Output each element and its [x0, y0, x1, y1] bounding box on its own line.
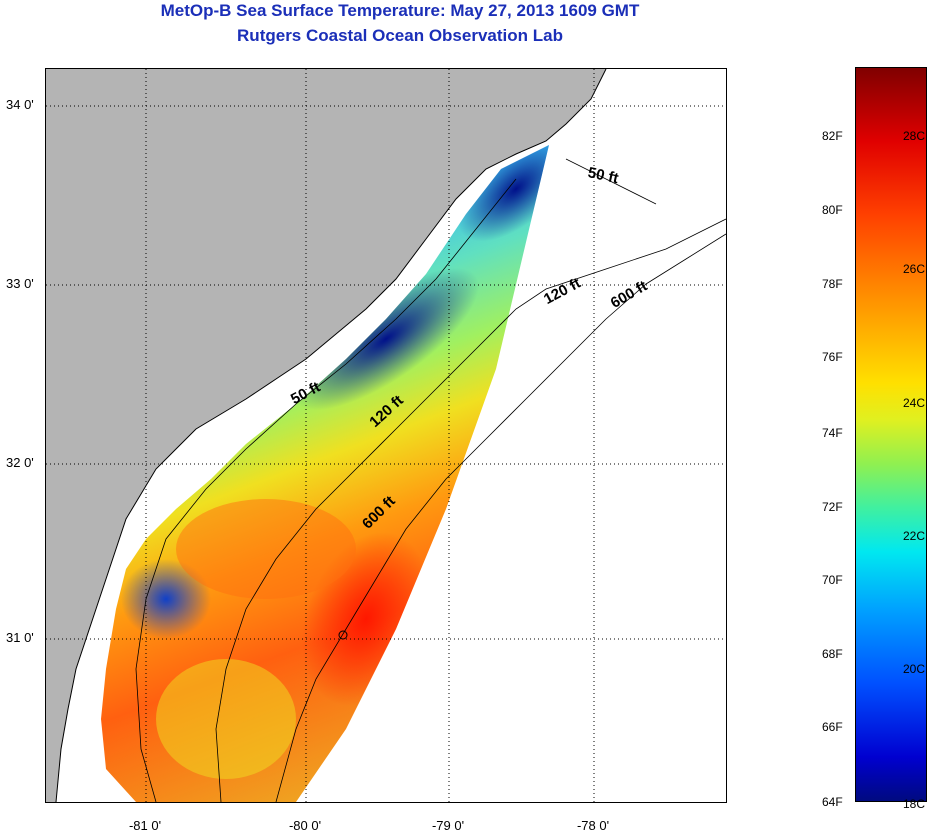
temperature-colorbar — [855, 67, 927, 802]
colorbar-label-18c: 18C — [903, 797, 926, 811]
lat-label-31: 31 0' — [6, 630, 34, 645]
lon-label-81: -81 0' — [128, 818, 162, 833]
map-subtitle: Rutgers Coastal Ocean Observation Lab — [237, 26, 563, 45]
colorbar-label-22c: 22C — [903, 529, 926, 543]
lon-label-78: -78 0' — [576, 818, 610, 833]
colorbar-label-72f: 72F — [822, 500, 843, 514]
coastline — [55, 69, 607, 802]
colorbar-label-24c: 24C — [903, 396, 926, 410]
colorbar-label-64f: 64F — [822, 795, 843, 809]
colorbar-label-20c: 20C — [903, 662, 926, 676]
lon-label-79: -79 0' — [431, 818, 465, 833]
colorbar-label-66f: 66F — [822, 720, 843, 734]
sst-map-canvas — [46, 69, 726, 802]
isobath-600ft — [275, 233, 726, 802]
lat-label-32: 32 0' — [6, 455, 34, 470]
colorbar-label-68f: 68F — [822, 647, 843, 661]
lat-lon-grid — [46, 69, 726, 802]
buoy-marker — [338, 630, 348, 640]
colorbar-label-74f: 74F — [822, 426, 843, 440]
colorbar-label-28c: 28C — [903, 129, 926, 143]
colorbar-label-70f: 70F — [822, 573, 843, 587]
isobath-50ft — [135, 158, 657, 802]
lat-label-33: 33 0' — [6, 276, 34, 291]
map-title: MetOp-B Sea Surface Temperature: May 27,… — [160, 1, 640, 20]
lon-label-80: -80 0' — [288, 818, 322, 833]
colorbar-label-76f: 76F — [822, 350, 843, 364]
lat-label-34: 34 0' — [6, 97, 34, 112]
colorbar-label-78f: 78F — [822, 277, 843, 291]
isobath-120ft — [215, 218, 726, 802]
colorbar-label-80f: 80F — [822, 203, 843, 217]
land-mass — [46, 69, 606, 802]
colorbar-label-26c: 26C — [903, 262, 926, 276]
colorbar-label-82f: 82F — [822, 129, 843, 143]
sst-map — [45, 68, 727, 803]
